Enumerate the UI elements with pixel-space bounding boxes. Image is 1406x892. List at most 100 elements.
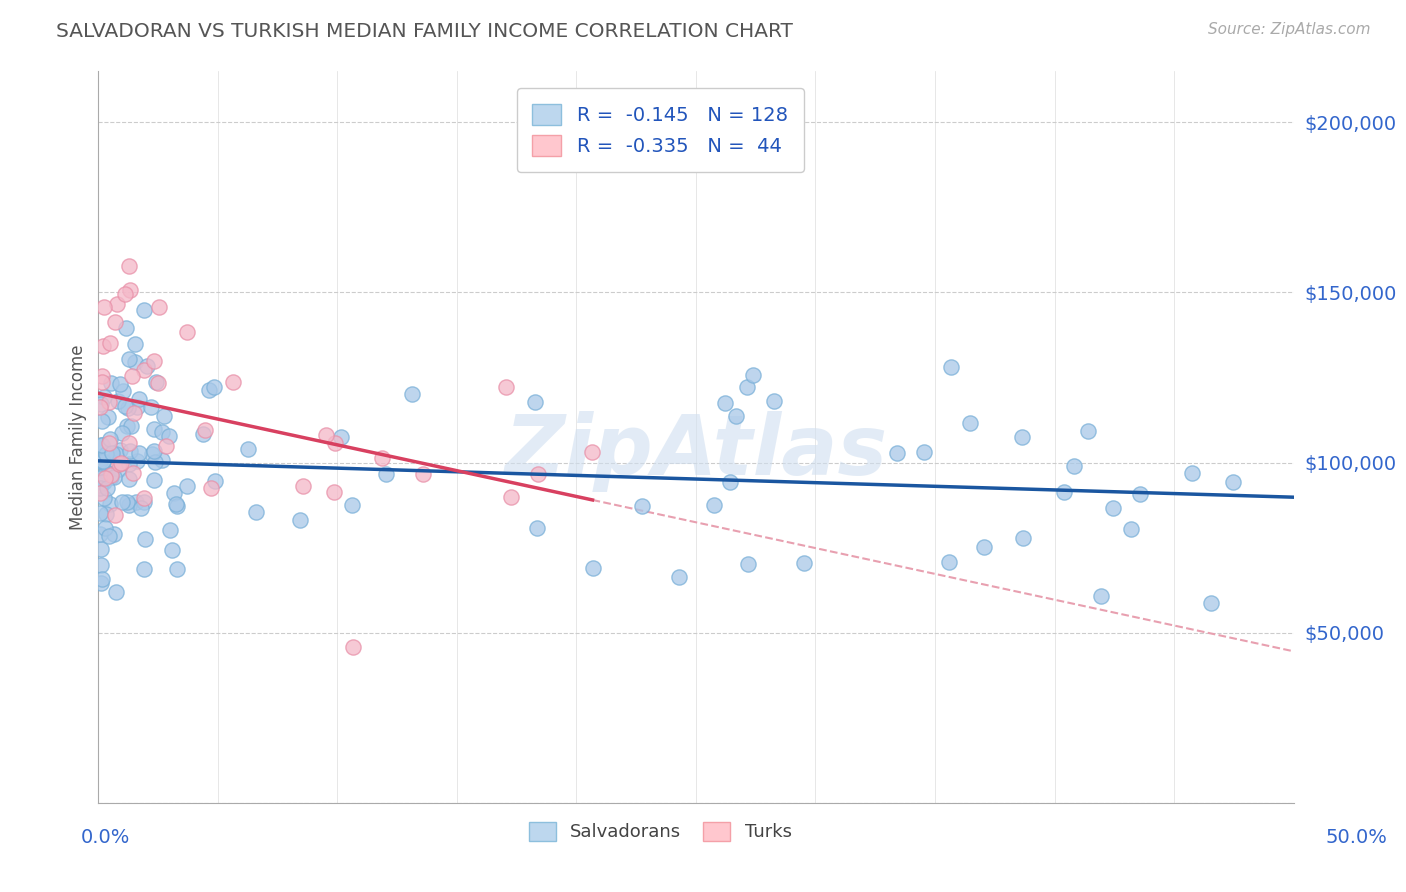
Point	[914, 445, 936, 459]
Point	[111, 494, 134, 508]
Point	[371, 450, 394, 465]
Point	[162, 485, 184, 500]
Point	[713, 396, 735, 410]
Point	[375, 467, 398, 482]
Point	[98, 432, 121, 446]
Point	[526, 521, 548, 535]
Point	[342, 640, 364, 654]
Point	[90, 541, 112, 556]
Point	[886, 446, 908, 460]
Point	[527, 467, 550, 482]
Point	[292, 479, 315, 493]
Point	[115, 495, 138, 509]
Point	[1077, 424, 1099, 438]
Point	[176, 479, 198, 493]
Point	[100, 467, 122, 481]
Point	[160, 542, 183, 557]
Point	[148, 300, 170, 314]
Point	[959, 417, 981, 431]
Point	[166, 499, 188, 513]
Point	[323, 484, 346, 499]
Point	[735, 380, 758, 394]
Point	[93, 491, 115, 506]
Point	[793, 556, 815, 570]
Point	[111, 425, 134, 440]
Point	[143, 474, 166, 488]
Point	[737, 557, 759, 571]
Point	[103, 470, 125, 484]
Point	[290, 512, 312, 526]
Point	[103, 527, 125, 541]
Point	[97, 410, 120, 425]
Point	[495, 379, 517, 393]
Point	[96, 447, 118, 461]
Point	[125, 400, 148, 414]
Point	[93, 475, 115, 489]
Point	[96, 481, 118, 495]
Point	[132, 562, 155, 576]
Point	[198, 384, 221, 398]
Point	[401, 386, 423, 401]
Point	[134, 532, 156, 546]
Point	[121, 466, 143, 480]
Point	[202, 380, 225, 394]
Point	[118, 436, 141, 450]
Point	[89, 471, 111, 485]
Point	[524, 395, 547, 409]
Point	[194, 423, 217, 437]
Point	[91, 376, 114, 390]
Point	[105, 297, 128, 311]
Point	[90, 576, 112, 591]
Point	[134, 491, 156, 505]
Point	[340, 499, 363, 513]
Point	[150, 453, 173, 467]
Point	[703, 498, 725, 512]
Text: ZipAtlas: ZipAtlas	[505, 411, 887, 492]
Point	[742, 368, 765, 382]
Y-axis label: Median Family Income: Median Family Income	[69, 344, 87, 530]
Point	[323, 436, 346, 450]
Point	[90, 413, 112, 427]
Point	[100, 470, 122, 484]
Point	[245, 505, 267, 519]
Point	[120, 419, 142, 434]
Point	[90, 438, 112, 452]
Point	[412, 467, 434, 481]
Point	[155, 439, 177, 453]
Point	[93, 454, 115, 468]
Point	[125, 454, 148, 468]
Point	[1119, 522, 1142, 536]
Point	[97, 394, 120, 409]
Point	[93, 520, 115, 534]
Point	[89, 481, 111, 495]
Point	[117, 401, 139, 416]
Point	[129, 500, 152, 515]
Point	[98, 497, 121, 511]
Point	[91, 339, 114, 353]
Point	[1201, 597, 1223, 611]
Point	[329, 430, 352, 444]
Point	[125, 495, 148, 509]
Point	[89, 400, 111, 414]
Point	[718, 475, 741, 489]
Point	[90, 475, 112, 490]
Point	[581, 445, 603, 459]
Point	[191, 426, 214, 441]
Point	[582, 561, 605, 575]
Point	[142, 422, 165, 436]
Point	[104, 508, 127, 523]
Point	[91, 455, 114, 469]
Point	[501, 490, 523, 504]
Point	[90, 558, 112, 572]
Point	[1053, 485, 1076, 500]
Point	[118, 472, 141, 486]
Point	[631, 499, 654, 513]
Point	[166, 562, 188, 576]
Point	[117, 498, 139, 512]
Point	[1102, 500, 1125, 515]
Point	[105, 584, 128, 599]
Point	[105, 447, 128, 461]
Text: Source: ZipAtlas.com: Source: ZipAtlas.com	[1208, 22, 1371, 37]
Point	[204, 474, 226, 488]
Point	[108, 462, 131, 476]
